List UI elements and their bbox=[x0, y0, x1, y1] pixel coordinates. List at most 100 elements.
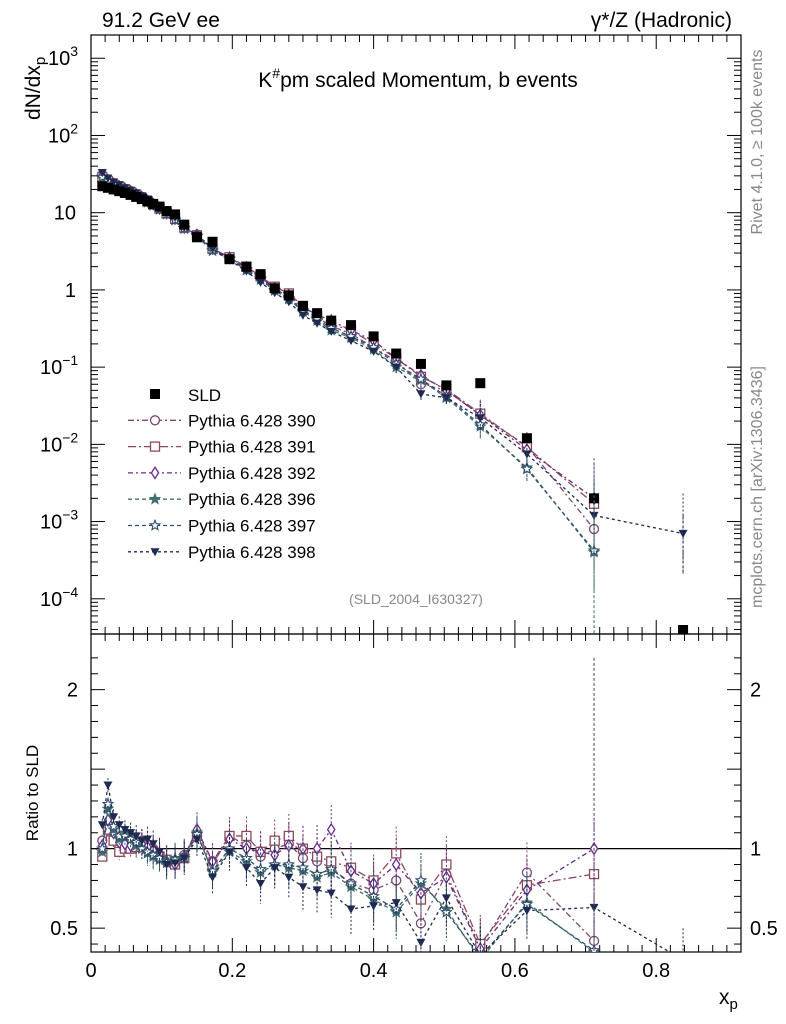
ratio-point bbox=[284, 873, 294, 882]
ratio-tick-label-right: 1 bbox=[750, 839, 761, 861]
data-point bbox=[283, 290, 294, 301]
ratio-tick-label-right: 0.5 bbox=[750, 918, 778, 940]
ratio-point bbox=[137, 837, 147, 846]
main-series-layer bbox=[95, 169, 689, 634]
ratio-point bbox=[208, 873, 218, 882]
ratio-tick-label: 0.5 bbox=[50, 918, 78, 940]
data-point bbox=[368, 331, 379, 342]
data-point bbox=[255, 269, 266, 280]
data-point bbox=[97, 181, 108, 192]
series-line bbox=[101, 172, 684, 535]
ratio-point bbox=[312, 886, 322, 895]
ratio-tick-label-right: 2 bbox=[750, 680, 761, 702]
ratio-point bbox=[298, 883, 308, 892]
data-point bbox=[119, 187, 130, 198]
series-point bbox=[326, 327, 336, 336]
chart-title: K#pm scaled Momentum, b events bbox=[258, 65, 577, 92]
legend-marker bbox=[149, 441, 161, 452]
legend-label: Pythia 6.428 397 bbox=[188, 517, 316, 536]
data-point bbox=[224, 254, 235, 265]
series-point bbox=[103, 174, 113, 183]
x-tick-label: 0.4 bbox=[360, 960, 388, 982]
ratio-point bbox=[162, 860, 172, 870]
ratio-tick-label: 2 bbox=[67, 680, 78, 702]
legend-label-sld: SLD bbox=[188, 386, 221, 405]
ratio-point bbox=[414, 873, 428, 886]
series-point bbox=[346, 337, 356, 346]
data-point bbox=[207, 236, 218, 247]
data-point bbox=[326, 315, 337, 326]
x-axis-label: xp bbox=[719, 986, 738, 1013]
mcplots-url-label: mcplots.cern.ch [arXiv:1306.3436] bbox=[749, 366, 766, 608]
series-point bbox=[416, 390, 426, 399]
ratio-point bbox=[326, 889, 336, 898]
series-point bbox=[256, 278, 266, 287]
legend-label: Pythia 6.428 392 bbox=[188, 464, 316, 483]
ratio-point bbox=[344, 876, 358, 890]
ratio-point bbox=[97, 821, 107, 830]
data-point bbox=[241, 261, 252, 272]
header-right: γ*/Z (Hadronic) bbox=[591, 9, 732, 32]
series-point bbox=[208, 245, 218, 254]
data-point bbox=[136, 194, 147, 205]
series-point bbox=[678, 529, 688, 539]
data-point bbox=[148, 198, 159, 209]
y-tick-label: 102 bbox=[48, 120, 78, 147]
series-point bbox=[298, 311, 308, 320]
series-point bbox=[109, 178, 119, 187]
axes-ticks: 0 0.2 0.4 0.6 0.810310210110−110−210−310−40.… bbox=[40, 34, 778, 982]
ratio-point bbox=[131, 832, 141, 841]
data-point bbox=[441, 380, 452, 391]
ratio-point bbox=[103, 781, 113, 790]
y-tick-label: 10−1 bbox=[40, 352, 78, 379]
legend-marker-sld bbox=[150, 389, 160, 399]
y-tick-label: 10−4 bbox=[40, 584, 78, 611]
analysis-watermark: (SLD_2004_I630327) bbox=[349, 591, 483, 607]
ratio-point bbox=[148, 840, 158, 849]
data-point bbox=[179, 219, 190, 230]
ratio-point bbox=[224, 848, 234, 857]
legend-label: Pythia 6.428 391 bbox=[188, 438, 316, 457]
data-point bbox=[102, 182, 113, 193]
legend: SLD Pythia 6.428 390 Pythia 6.428 391 Pythi… bbox=[128, 386, 316, 562]
ratio-point bbox=[170, 859, 180, 868]
series-point bbox=[114, 181, 124, 190]
ratio-point bbox=[153, 851, 166, 864]
data-point bbox=[142, 196, 153, 207]
ratio-point bbox=[241, 864, 251, 873]
data-point bbox=[312, 308, 323, 319]
legend-marker bbox=[150, 548, 160, 557]
data-point bbox=[391, 348, 402, 359]
ratio-point bbox=[346, 905, 356, 914]
x-tick-label: 0.6 bbox=[501, 960, 529, 982]
data-point bbox=[269, 283, 280, 294]
legend-label: Pythia 6.428 396 bbox=[188, 490, 316, 509]
series-line bbox=[101, 176, 595, 552]
ratio-series-layer bbox=[95, 657, 684, 952]
ratio-point bbox=[441, 894, 451, 903]
ratio-point bbox=[155, 848, 165, 857]
data-point bbox=[114, 186, 125, 197]
legend-marker bbox=[150, 466, 160, 480]
x-tick-label: 0.8 bbox=[642, 960, 670, 982]
legend-label: Pythia 6.428 398 bbox=[188, 543, 316, 562]
data-point bbox=[346, 320, 356, 331]
header-left: 91.2 GeV ee bbox=[102, 9, 220, 32]
data-point bbox=[415, 358, 426, 369]
x-tick-label: 0.2 bbox=[218, 960, 246, 982]
data-point bbox=[131, 191, 142, 202]
ratio-point bbox=[369, 902, 379, 911]
ratio-point bbox=[109, 813, 119, 822]
y-tick-label: 10−2 bbox=[40, 429, 78, 456]
y-tick-label: 103 bbox=[48, 43, 78, 70]
ratio-point bbox=[391, 857, 401, 872]
y-tick-label: 1 bbox=[65, 280, 76, 302]
ratio-point bbox=[114, 821, 124, 830]
ratio-point bbox=[475, 951, 485, 952]
legend-label: Pythia 6.428 390 bbox=[188, 411, 316, 430]
ratio-tick-label: 1 bbox=[67, 839, 78, 861]
ratio-point bbox=[101, 797, 115, 810]
series-point bbox=[520, 462, 534, 475]
series-point bbox=[391, 363, 401, 372]
data-point bbox=[108, 184, 119, 195]
